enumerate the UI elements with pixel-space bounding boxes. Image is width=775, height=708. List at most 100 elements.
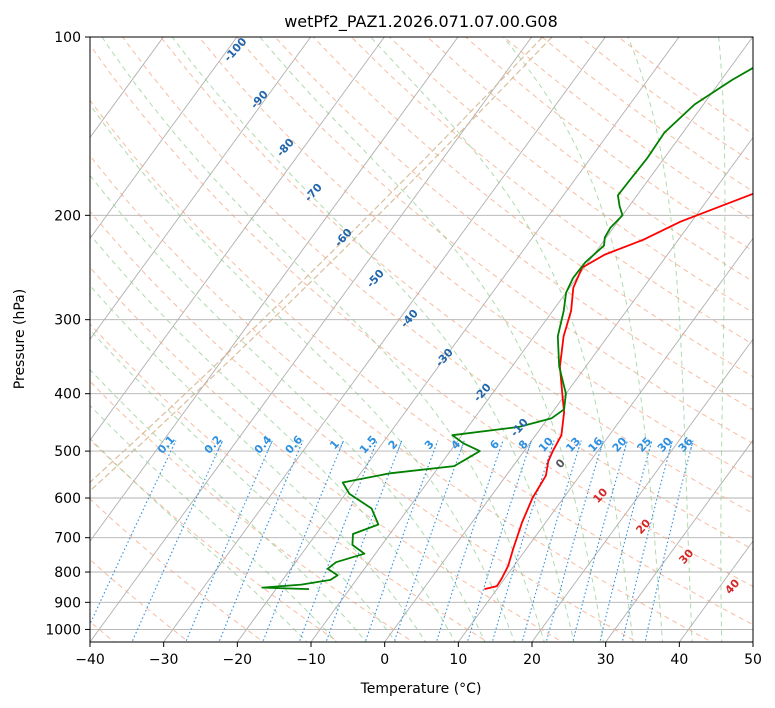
moist-adiabat-label: 0 (553, 456, 568, 471)
isotherm (384, 136, 753, 642)
plot-frame (89, 36, 754, 643)
moist-adiabat (502, 37, 664, 642)
dry-adiabat (312, 37, 753, 378)
x-tick-label: −20 (223, 652, 253, 668)
y-tick-label: 700 (54, 531, 81, 547)
mixing-ratio-line (491, 440, 555, 642)
moist-adiabat-label: 20 (633, 516, 653, 536)
moist-adiabat (90, 437, 308, 642)
moist-adiabat (718, 37, 726, 642)
mixing-ratio-line (435, 440, 504, 642)
dry-adiabat (90, 210, 639, 642)
moist-adiabat (90, 284, 427, 642)
dry-adiabat-label: -90 (248, 88, 271, 112)
dry-adiabat-label: -100 (221, 35, 249, 64)
ice-curve (90, 37, 553, 492)
dry-adiabat (160, 37, 753, 514)
x-tick-label: 20 (523, 652, 541, 668)
moist-adiabat (90, 329, 397, 642)
moist-adiabat (369, 37, 634, 642)
y-tick-label: 400 (54, 387, 81, 403)
x-tick-label: −40 (75, 652, 105, 668)
dry-adiabat (122, 37, 753, 551)
isotherm (236, 37, 680, 642)
mixing-ratio-label: 30 (655, 434, 675, 454)
moist-adiabat (90, 233, 456, 642)
x-tick-label: 40 (670, 652, 688, 668)
dry-adiabat (350, 37, 753, 345)
axis-ticks: −40 −30 −20 −10 0 10 20 30 40 5010020030040050060… (45, 30, 762, 668)
dry-adiabat (90, 558, 190, 642)
mixing-ratio-line (131, 440, 224, 642)
x-tick-label: 0 (380, 652, 389, 668)
isotherm (90, 37, 533, 642)
dry-adiabat (198, 37, 753, 479)
mixing-ratio-label: 1.5 (357, 433, 380, 456)
mixing-ratio-line (262, 440, 345, 642)
x-axis-label: Temperature (°C) (360, 681, 482, 697)
mixing-ratio-line (572, 440, 628, 642)
moist-adiabat-label: 30 (676, 546, 696, 566)
mixing-ratio-line (621, 440, 673, 642)
y-tick-label: 900 (54, 595, 81, 611)
y-tick-label: 1000 (45, 622, 81, 638)
dry-adiabat-label: -50 (364, 267, 387, 291)
y-tick-label: 500 (54, 444, 81, 460)
mixing-ratio-label: 36 (676, 434, 696, 454)
isotherm (90, 37, 459, 542)
dry-adiabat-label: -70 (302, 181, 325, 205)
mixing-ratio-label: 2 (386, 438, 401, 452)
y-tick-label: 200 (54, 208, 81, 224)
isotherm (310, 37, 753, 642)
dry-adiabat-label: -80 (274, 136, 297, 160)
dry-adiabat (427, 37, 753, 283)
moist-adiabat (259, 37, 605, 642)
dry-adiabat (389, 37, 753, 314)
dry-adiabat-label: -40 (398, 307, 421, 331)
mixing-ratio-line (545, 440, 604, 642)
isotherm (678, 540, 753, 642)
moist-adiabat (90, 104, 516, 642)
isotherm (90, 37, 312, 340)
x-tick-label: 50 (744, 652, 762, 668)
isotherm (531, 338, 753, 642)
dry-adiabat-label: -10 (508, 416, 531, 440)
moist-adiabat-label: 10 (590, 485, 610, 505)
moist-adiabat (627, 37, 693, 642)
mixing-ratio-label: 20 (610, 434, 630, 454)
dry-adiabat-label: -60 (332, 226, 355, 250)
dry-adiabat (90, 323, 489, 642)
mixing-ratio-label: 3 (422, 438, 437, 452)
mixing-ratio-line (90, 440, 177, 626)
x-tick-label: 10 (449, 652, 467, 668)
dry-adiabat (503, 37, 753, 222)
isotherm (605, 439, 753, 642)
x-tick-label: −10 (296, 652, 326, 668)
isotherm (163, 37, 606, 642)
ice-curve (90, 37, 543, 484)
dry-adiabat (579, 37, 753, 164)
dry-adiabat (90, 99, 753, 626)
mixing-ratio-label: 25 (634, 435, 654, 455)
mixing-ratio-line (218, 440, 304, 642)
isotherm (90, 37, 238, 240)
moist-adiabat (90, 404, 338, 642)
mixing-ratio-label: 13 (563, 435, 583, 455)
isotherm (752, 641, 753, 642)
y-tick-label: 800 (54, 565, 81, 581)
y-axis-label: Pressure (hPa) (12, 289, 28, 389)
mixing-ratio-line (644, 440, 694, 642)
moist-adiabat (90, 368, 367, 642)
dry-adiabat (90, 44, 753, 588)
dry-adiabat (274, 37, 753, 411)
mixing-ratio-label: 0.4 (252, 433, 275, 456)
mixing-ratio-line (521, 440, 582, 642)
background-lines (90, 37, 753, 642)
x-tick-label: 30 (597, 652, 615, 668)
dewpoint-profile (261, 66, 753, 590)
dry-adiabat (90, 154, 713, 642)
moist-adiabat (171, 37, 575, 642)
mixing-ratio-line (185, 440, 273, 642)
temperature-profile (484, 192, 753, 590)
y-tick-label: 100 (54, 30, 81, 46)
